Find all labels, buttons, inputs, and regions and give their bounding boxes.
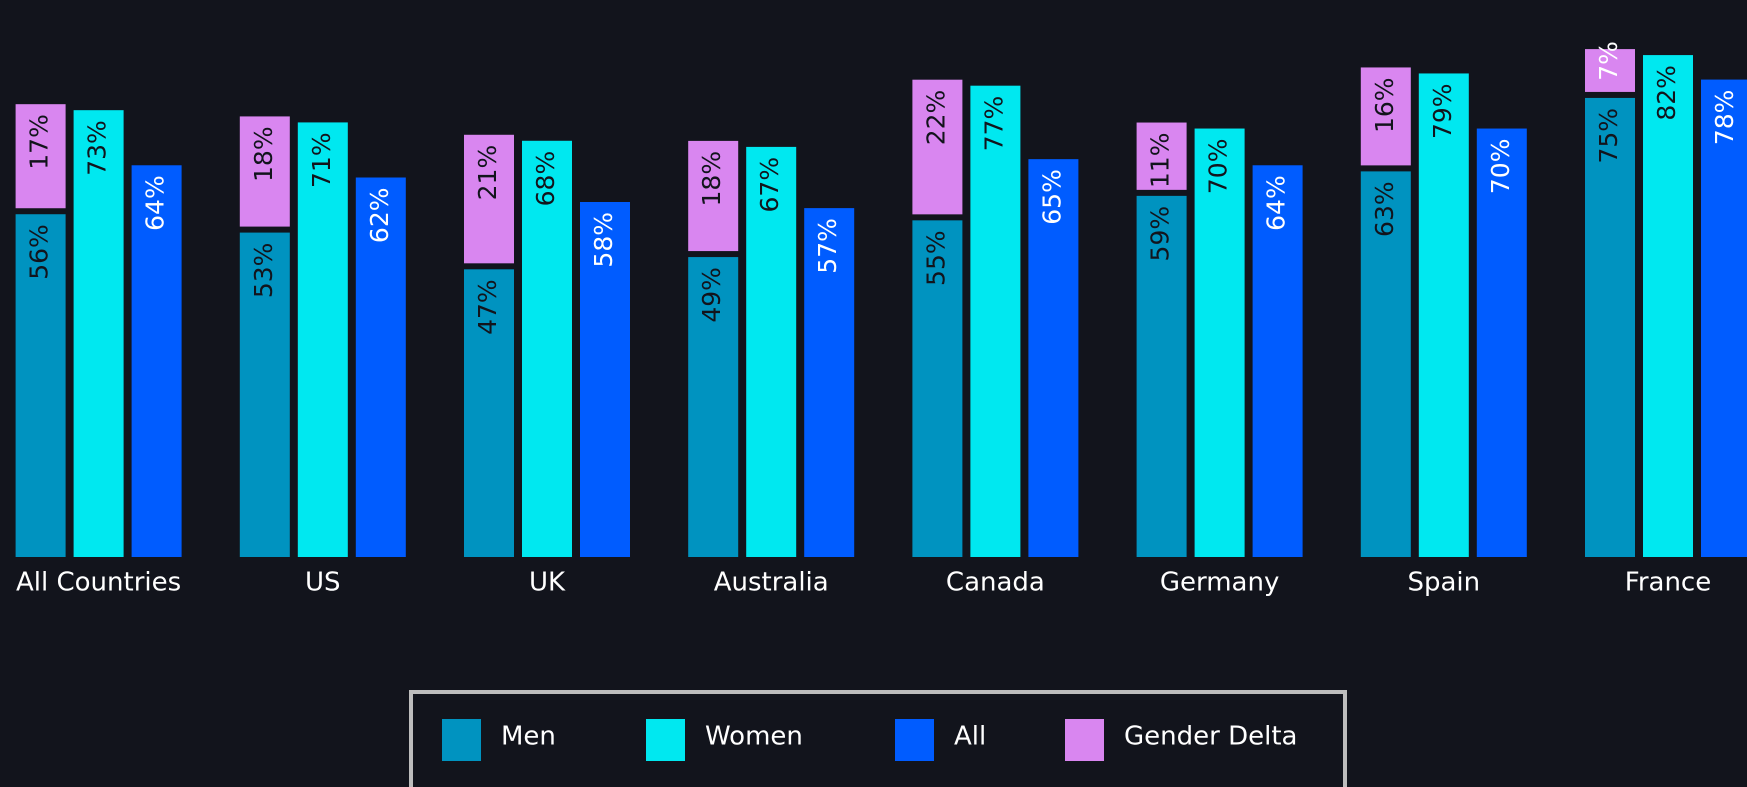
data-label: 77%	[979, 96, 1008, 152]
delta-bar	[15, 104, 66, 209]
data-label: 78%	[1710, 90, 1739, 146]
bar	[912, 220, 963, 557]
bar	[1701, 79, 1747, 558]
delta-bar	[239, 116, 290, 227]
data-label: 75%	[1594, 108, 1623, 164]
legend-box	[409, 690, 1347, 787]
data-label: 82%	[1652, 65, 1681, 121]
bar	[1585, 97, 1635, 557]
data-label: 71%	[307, 132, 336, 188]
bar	[1418, 73, 1469, 557]
x-tick-label: Canada	[946, 568, 1045, 598]
data-label: 57%	[813, 218, 842, 274]
data-label: 70%	[1486, 139, 1515, 195]
x-tick-label: Australia	[714, 568, 829, 598]
bar	[1360, 171, 1411, 557]
x-tick-label: UK	[529, 568, 566, 598]
bar	[73, 110, 124, 557]
delta-bar	[912, 79, 963, 215]
data-label: 68%	[531, 151, 560, 207]
legend-label: Gender Delta	[1124, 722, 1297, 752]
bar	[970, 85, 1021, 557]
legend-label: Women	[705, 722, 803, 752]
bar	[1476, 128, 1527, 558]
bar	[464, 269, 514, 557]
x-tick-label: US	[305, 568, 341, 598]
data-label: 56%	[25, 224, 54, 280]
data-label: 21%	[473, 145, 502, 201]
bar	[688, 257, 739, 557]
delta-bar	[464, 134, 514, 264]
data-label: 62%	[365, 188, 394, 244]
data-label: 18%	[249, 126, 278, 182]
data-label: 16%	[1370, 77, 1399, 133]
data-label: 17%	[25, 114, 54, 170]
data-label: 67%	[755, 157, 784, 213]
bar	[355, 177, 406, 557]
data-label: 79%	[1428, 83, 1457, 139]
data-label: 70%	[1204, 139, 1233, 195]
bar	[1136, 195, 1187, 557]
bar	[239, 232, 290, 558]
data-label: 53%	[249, 243, 278, 299]
legend-swatch	[1065, 719, 1104, 761]
data-label: 7%	[1594, 41, 1623, 81]
bar	[522, 140, 572, 557]
legend-label: All	[954, 722, 986, 752]
legend-swatch	[646, 719, 685, 761]
data-label: 47%	[473, 279, 502, 335]
data-label: 63%	[1370, 181, 1399, 237]
legend-label: Men	[501, 722, 556, 752]
data-label: 64%	[141, 175, 170, 231]
data-label: 11%	[1146, 133, 1175, 189]
bar	[15, 214, 66, 557]
bar	[1194, 128, 1245, 558]
data-label: 49%	[697, 267, 726, 323]
bar	[1252, 165, 1303, 557]
x-tick-label: Spain	[1407, 568, 1480, 598]
data-label: 58%	[589, 212, 618, 268]
data-label: 22%	[921, 90, 950, 146]
bar	[297, 122, 348, 558]
delta-bar	[1360, 67, 1411, 166]
legend-swatch	[895, 719, 934, 761]
legend-swatch	[442, 719, 481, 761]
data-label: 73%	[83, 120, 112, 176]
x-tick-label: All Countries	[16, 568, 181, 598]
data-label: 64%	[1262, 175, 1291, 231]
x-tick-label: Germany	[1160, 568, 1280, 598]
data-label: 18%	[697, 151, 726, 207]
data-label: 65%	[1037, 169, 1066, 225]
bar	[580, 201, 630, 557]
bar	[746, 146, 797, 557]
bar	[131, 165, 182, 557]
bar	[1643, 55, 1693, 557]
delta-bar	[688, 140, 739, 252]
data-label: 55%	[921, 230, 950, 286]
data-label: 59%	[1146, 206, 1175, 262]
delta-bar	[1136, 122, 1187, 190]
x-tick-label: France	[1625, 568, 1711, 598]
delta-bar	[1585, 49, 1635, 92]
bar	[1028, 159, 1079, 557]
bar	[804, 208, 855, 557]
